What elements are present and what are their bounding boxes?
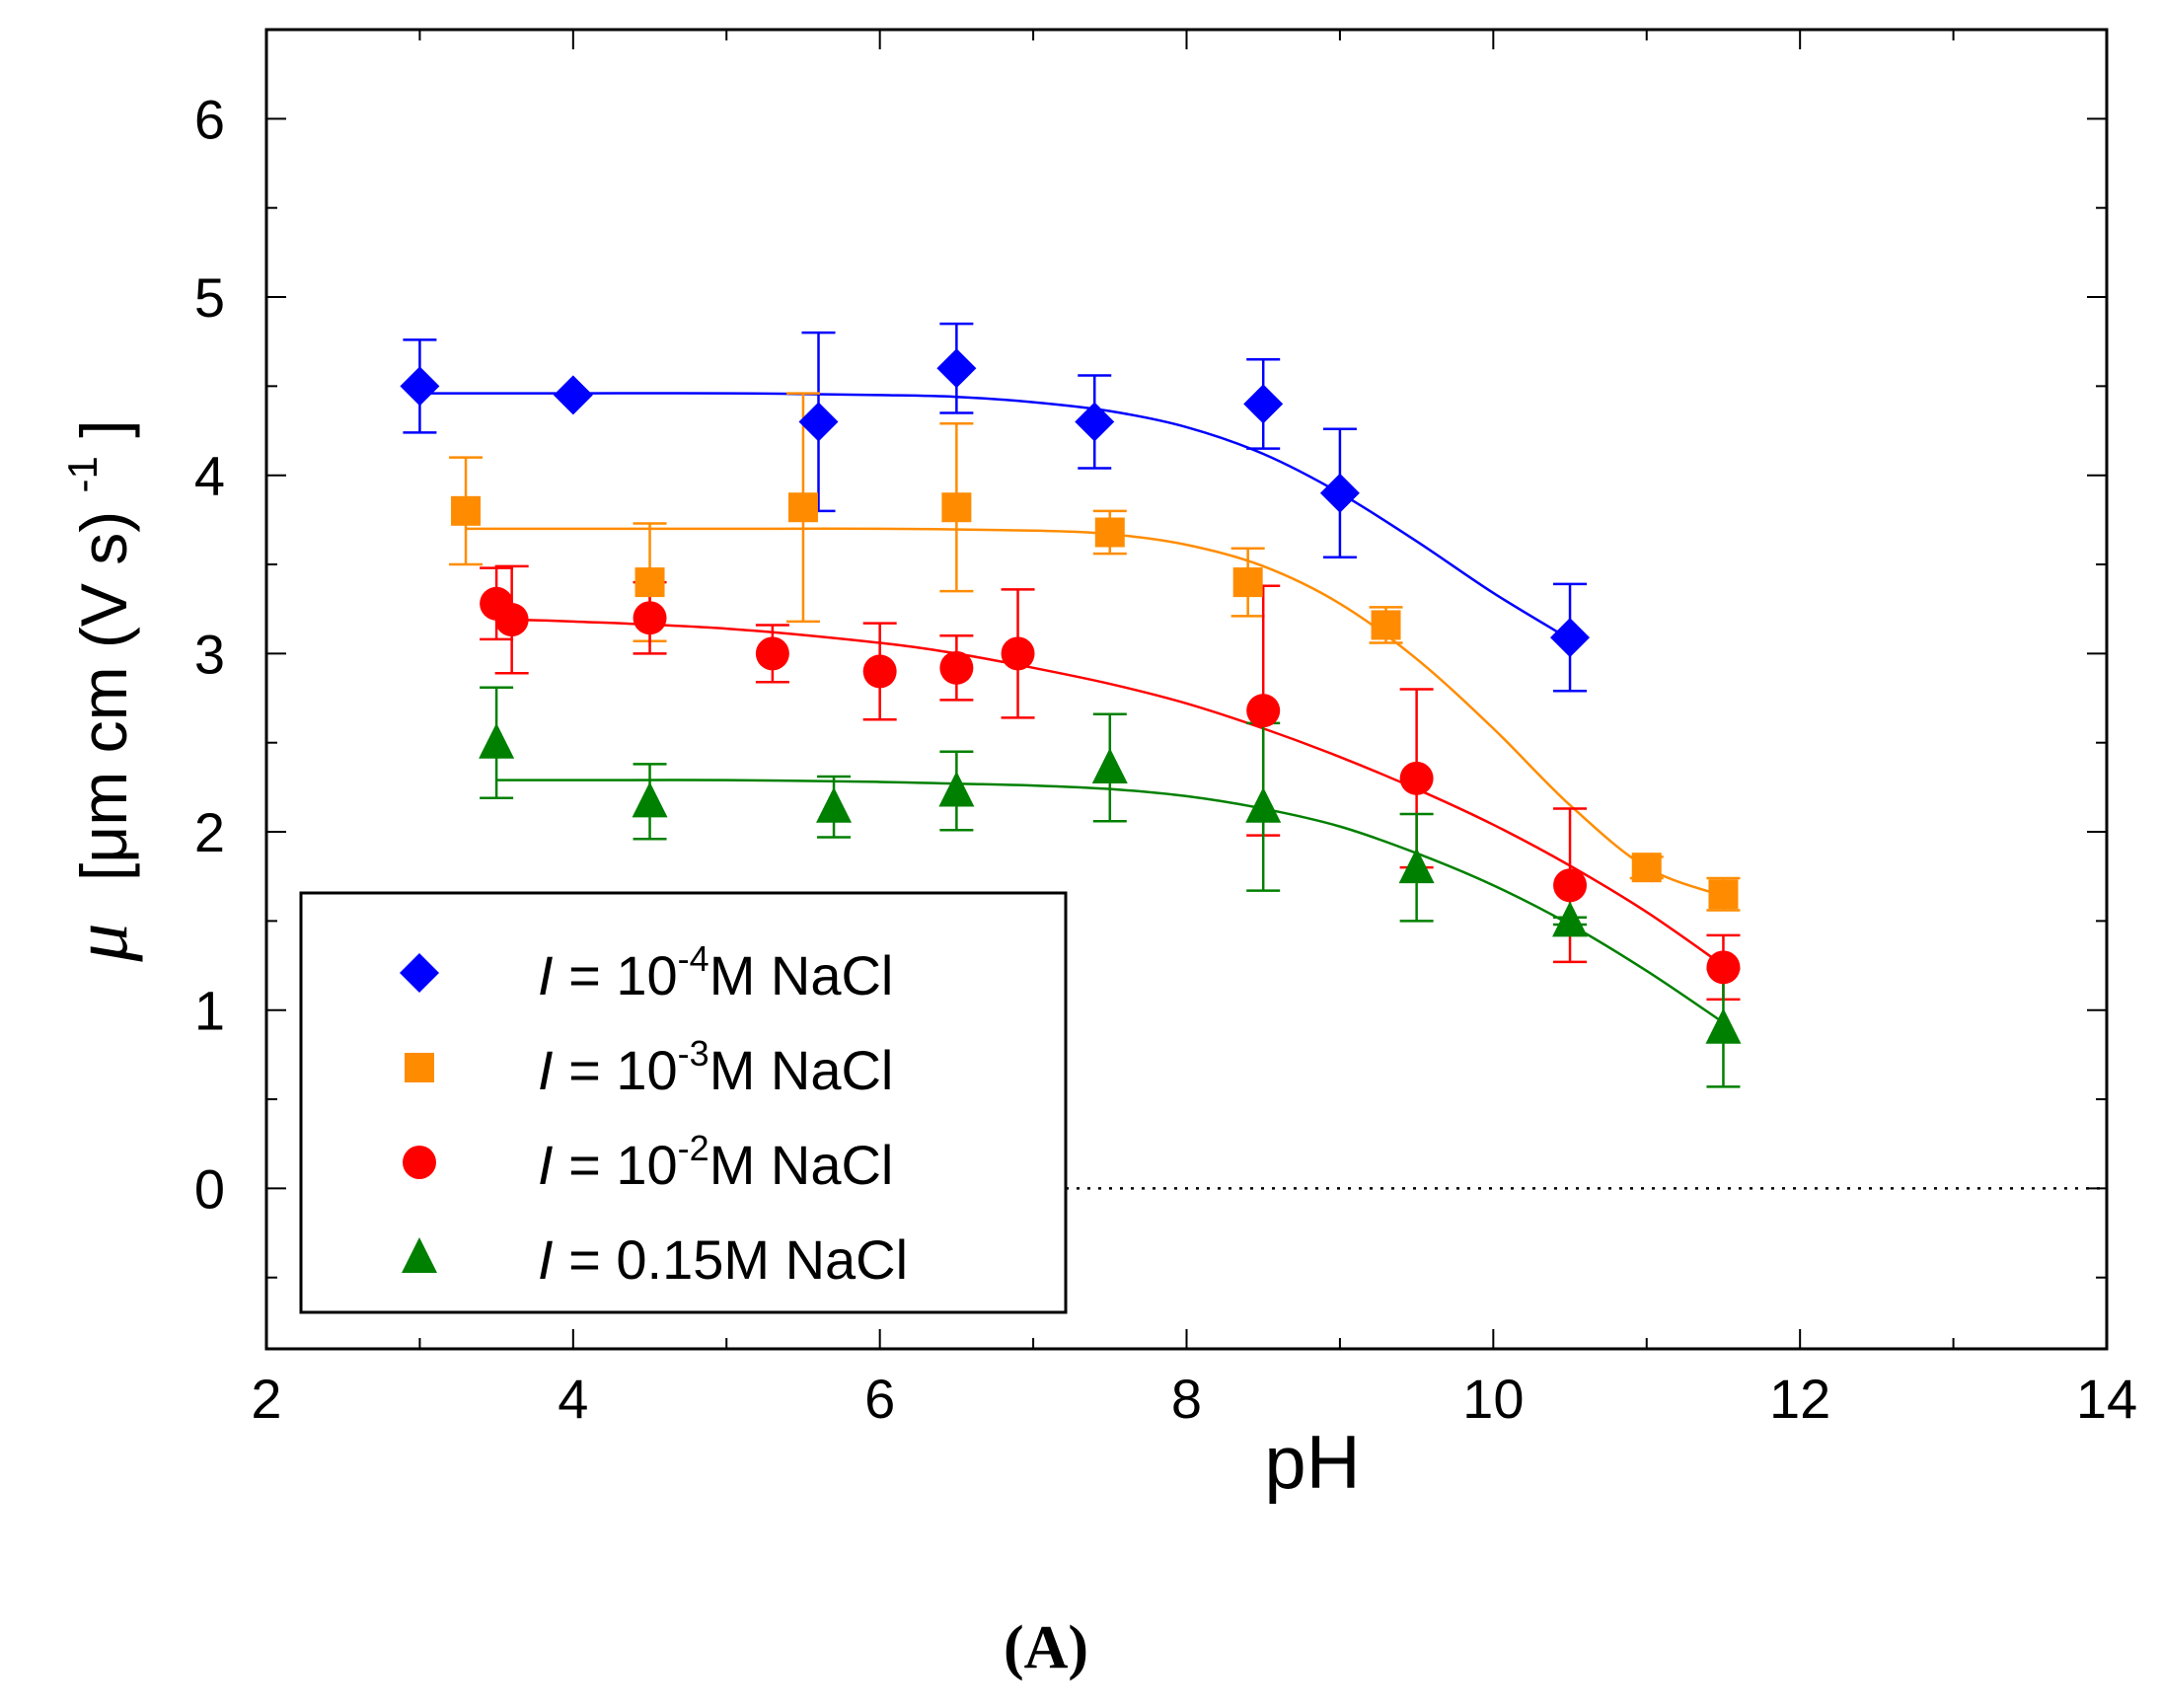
data-point-series-0 bbox=[1243, 384, 1284, 424]
x-tick-label: 10 bbox=[1462, 1368, 1524, 1430]
legend-item-2: I = 10-2M NaCl bbox=[403, 1128, 893, 1196]
x-tick-label: 6 bbox=[864, 1368, 895, 1430]
legend-label-2: I = 10-2M NaCl bbox=[538, 1128, 893, 1196]
data-point-series-1 bbox=[1094, 517, 1125, 548]
legend-item-1: I = 10-3M NaCl bbox=[405, 1033, 893, 1101]
data-point-series-1 bbox=[941, 492, 972, 523]
legend-marker-1 bbox=[405, 1053, 434, 1082]
figure-caption: (A) bbox=[1004, 1614, 1088, 1681]
legend-label-value: = 10 bbox=[554, 944, 678, 1006]
legend-label-exponent: -3 bbox=[678, 1033, 709, 1074]
legend-marker-3 bbox=[402, 1237, 437, 1273]
legend-label-variable: I bbox=[538, 1134, 554, 1196]
legend-label-variable: I bbox=[538, 1039, 554, 1101]
data-point-series-3 bbox=[1091, 747, 1128, 783]
legend-label-unit: M NaCl bbox=[709, 944, 894, 1006]
y-tick-label: 6 bbox=[194, 88, 225, 150]
fit-curve-series-0 bbox=[419, 392, 1571, 640]
legend-label-exponent: -4 bbox=[678, 938, 709, 979]
y-tick-label: 5 bbox=[194, 266, 225, 329]
data-point-series-1 bbox=[634, 567, 665, 598]
data-point-series-0 bbox=[1550, 618, 1591, 658]
data-point-series-2 bbox=[755, 636, 789, 671]
data-point-series-1 bbox=[1371, 610, 1401, 640]
data-point-series-0 bbox=[798, 402, 839, 442]
data-point-series-3 bbox=[938, 771, 975, 807]
data-point-series-3 bbox=[632, 781, 668, 818]
y-tick-label: 2 bbox=[194, 801, 225, 863]
x-tick-label: 4 bbox=[558, 1368, 588, 1430]
legend-label-value: = 10 bbox=[554, 1039, 678, 1101]
x-axis-label: pH bbox=[1264, 1421, 1360, 1505]
legend-label-0: I = 10-4M NaCl bbox=[538, 938, 893, 1006]
legend-label-value: = 0.15M NaCl bbox=[554, 1228, 909, 1291]
data-point-series-2 bbox=[1001, 636, 1035, 671]
fit-curve-series-1 bbox=[466, 527, 1724, 898]
data-point-series-3 bbox=[1705, 1007, 1742, 1044]
legend-item-0: I = 10-4M NaCl bbox=[400, 938, 893, 1006]
fit-curves-group bbox=[419, 392, 1725, 1024]
x-tick-label: 2 bbox=[251, 1368, 281, 1430]
legend-label-1: I = 10-3M NaCl bbox=[538, 1033, 893, 1101]
data-point-series-3 bbox=[479, 722, 515, 759]
data-point-series-2 bbox=[633, 601, 667, 635]
data-point-series-3 bbox=[1245, 786, 1282, 823]
data-point-series-0 bbox=[400, 366, 440, 407]
legend-label-3: I = 0.15M NaCl bbox=[538, 1228, 908, 1291]
legend-label-exponent: -2 bbox=[678, 1128, 709, 1168]
x-tick-label: 8 bbox=[1171, 1368, 1202, 1430]
data-point-series-3 bbox=[1552, 901, 1589, 937]
y-tick-label: 0 bbox=[194, 1157, 225, 1220]
data-point-series-0 bbox=[936, 348, 977, 389]
y-axis-symbol: μ bbox=[57, 923, 143, 962]
legend-label-value: = 10 bbox=[554, 1134, 678, 1196]
legend-label-unit: M NaCl bbox=[709, 1134, 894, 1196]
y-axis-close: ] bbox=[67, 419, 140, 437]
x-tick-label: 14 bbox=[2076, 1368, 2137, 1430]
data-point-series-3 bbox=[816, 786, 853, 823]
data-point-series-3 bbox=[1398, 848, 1435, 884]
data-point-series-1 bbox=[1232, 567, 1263, 598]
y-tick-label: 1 bbox=[194, 980, 225, 1042]
y-tick-label: 3 bbox=[194, 623, 225, 685]
legend-label-variable: I bbox=[538, 1228, 554, 1291]
y-tick-label: 4 bbox=[194, 445, 225, 507]
y-axis-units: [μm cm (V s) bbox=[67, 511, 140, 881]
data-point-series-2 bbox=[862, 654, 897, 689]
data-point-series-1 bbox=[787, 492, 818, 523]
data-point-series-2 bbox=[1553, 868, 1588, 903]
data-point-series-2 bbox=[494, 603, 529, 637]
data-point-series-1 bbox=[451, 495, 482, 526]
legend-marker-0 bbox=[400, 953, 439, 993]
legend-label-unit: M NaCl bbox=[709, 1039, 894, 1101]
data-point-series-1 bbox=[1631, 853, 1662, 883]
data-point-series-0 bbox=[553, 375, 593, 415]
x-tick-label: 12 bbox=[1769, 1368, 1830, 1430]
data-point-series-0 bbox=[1075, 402, 1115, 442]
data-point-series-2 bbox=[1706, 950, 1741, 985]
y-axis-label: μ [μm cm (V s) -1 ] bbox=[37, 419, 143, 962]
legend-marker-2 bbox=[403, 1146, 436, 1179]
data-point-series-2 bbox=[1246, 694, 1281, 728]
data-point-series-0 bbox=[1319, 473, 1360, 513]
data-point-series-2 bbox=[1399, 761, 1434, 795]
fit-curve-series-3 bbox=[496, 779, 1725, 1024]
svg-text:μ [μm cm (V s): μ [μm cm (V s) -1 ] bbox=[37, 419, 143, 962]
data-point-series-1 bbox=[1708, 879, 1739, 910]
legend-item-3: I = 0.15M NaCl bbox=[402, 1228, 908, 1291]
data-points-group bbox=[400, 348, 1742, 1044]
y-axis-exponent: -1 bbox=[59, 456, 106, 492]
fit-curve-series-2 bbox=[511, 618, 1725, 967]
data-point-series-2 bbox=[939, 650, 974, 685]
legend-label-variable: I bbox=[538, 944, 554, 1006]
axis-ticks-group bbox=[265, 29, 2108, 1349]
